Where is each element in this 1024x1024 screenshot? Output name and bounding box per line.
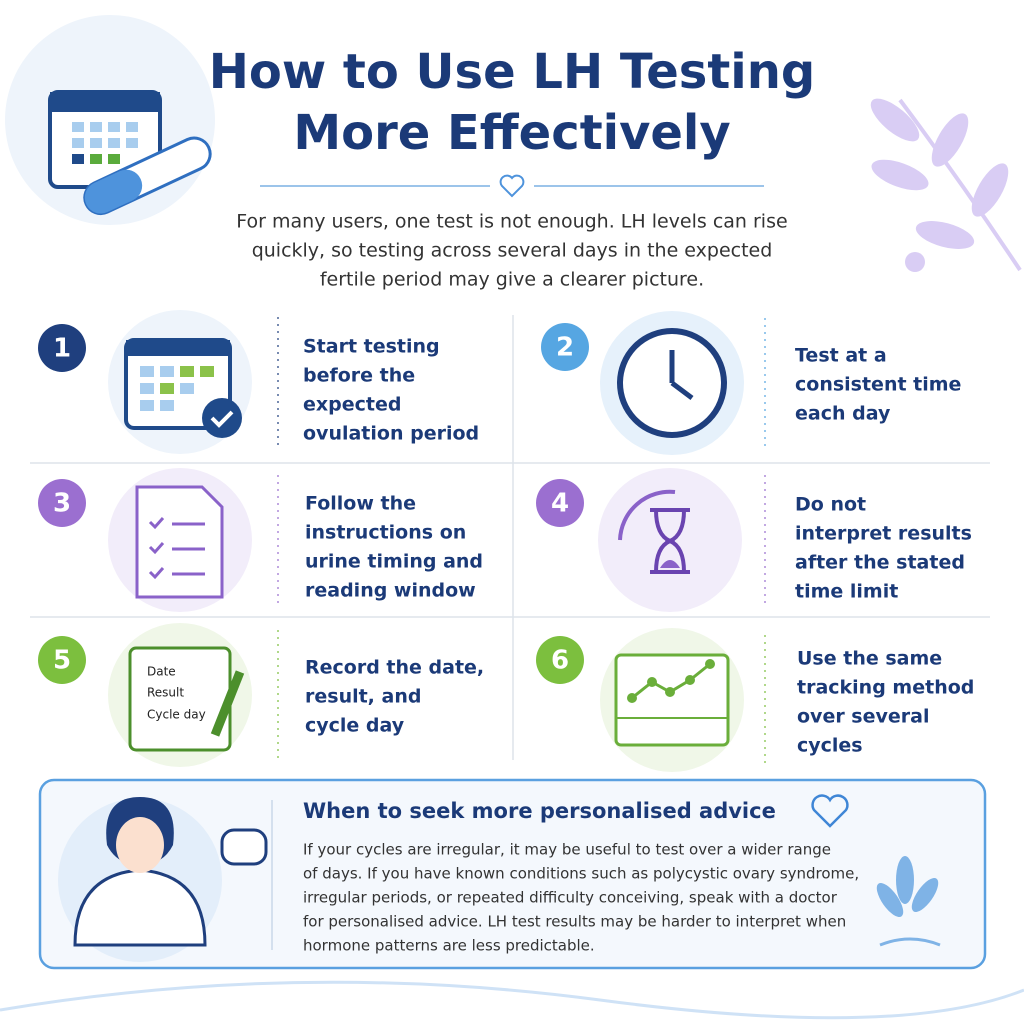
calendar-icon xyxy=(48,90,162,189)
step-text: Follow the xyxy=(305,493,416,515)
step-text: result, and xyxy=(305,686,421,708)
step-text: Record the date, xyxy=(305,657,484,679)
step-text: ovulation period xyxy=(303,423,479,445)
step-text: urine timing and xyxy=(305,551,483,573)
step-text: cycles xyxy=(797,735,863,757)
step-number: 2 xyxy=(556,333,574,363)
step-badge xyxy=(536,479,584,527)
icon-label: Result xyxy=(147,686,184,700)
doctor-icon xyxy=(73,797,268,947)
notebook-icon: Date Result Cycle day xyxy=(128,646,245,752)
leaf-decor xyxy=(870,98,1022,272)
step-text: instructions on xyxy=(305,522,466,544)
heart-icon xyxy=(499,174,525,198)
heart-icon xyxy=(811,794,849,828)
step-badge xyxy=(541,323,589,371)
step-text: tracking method xyxy=(797,677,974,699)
step-number: 6 xyxy=(551,646,569,676)
step-number: 5 xyxy=(53,646,71,676)
plant-icon xyxy=(876,856,941,947)
step-text: cycle day xyxy=(305,715,405,737)
step-text: consistent time xyxy=(795,374,961,396)
intro-line: quickly, so testing across several days … xyxy=(252,240,773,262)
step-badge xyxy=(38,479,86,527)
step-number: 1 xyxy=(53,334,71,364)
step-text: each day xyxy=(795,403,891,425)
intro-line: For many users, one test is not enough. … xyxy=(236,211,787,233)
title-line: How to Use LH Testing xyxy=(209,44,816,100)
step-number: 4 xyxy=(551,489,569,519)
step-text: reading window xyxy=(305,580,476,602)
step-number: 3 xyxy=(53,489,71,519)
step-text: Use the same xyxy=(797,648,942,670)
step-text: before the xyxy=(303,365,415,387)
hourglass-icon xyxy=(618,489,690,574)
advice-body: If your cycles are irregular, it may be … xyxy=(303,841,859,955)
test-strip-icon xyxy=(83,136,212,216)
step-text: over several xyxy=(797,706,929,728)
icon-label: Date xyxy=(147,665,176,679)
calendar-check-icon xyxy=(124,338,242,438)
icon-label: Cycle day xyxy=(147,708,206,722)
title-line: More Effectively xyxy=(293,105,730,161)
step-text: expected xyxy=(303,394,401,416)
advice-title: When to seek more personalised advice xyxy=(303,799,776,823)
step-text: interpret results xyxy=(795,523,972,545)
wave-decor xyxy=(0,980,1024,1020)
step-text: Test at a xyxy=(795,345,887,367)
step-badge xyxy=(38,324,86,372)
advice-line: hormone patterns are less predictable. xyxy=(303,937,595,955)
checklist-icon xyxy=(135,485,224,599)
advice-line: If your cycles are irregular, it may be … xyxy=(303,841,831,859)
intro-line: fertile period may give a clearer pictur… xyxy=(320,269,704,291)
advice-box xyxy=(38,778,987,970)
advice-line: for personalised advice. LH test results… xyxy=(303,913,846,931)
step-badge xyxy=(38,636,86,684)
step-badge xyxy=(536,636,584,684)
clock-icon xyxy=(617,328,727,438)
step-text: time limit xyxy=(795,581,898,603)
advice-line: irregular periods, or repeated difficult… xyxy=(303,889,838,907)
step-text: Start testing xyxy=(303,336,440,358)
step-text: Do not xyxy=(795,494,866,516)
advice-line: of days. If you have known conditions su… xyxy=(303,865,859,883)
step-text: after the stated xyxy=(795,552,965,574)
chart-icon xyxy=(614,653,730,747)
